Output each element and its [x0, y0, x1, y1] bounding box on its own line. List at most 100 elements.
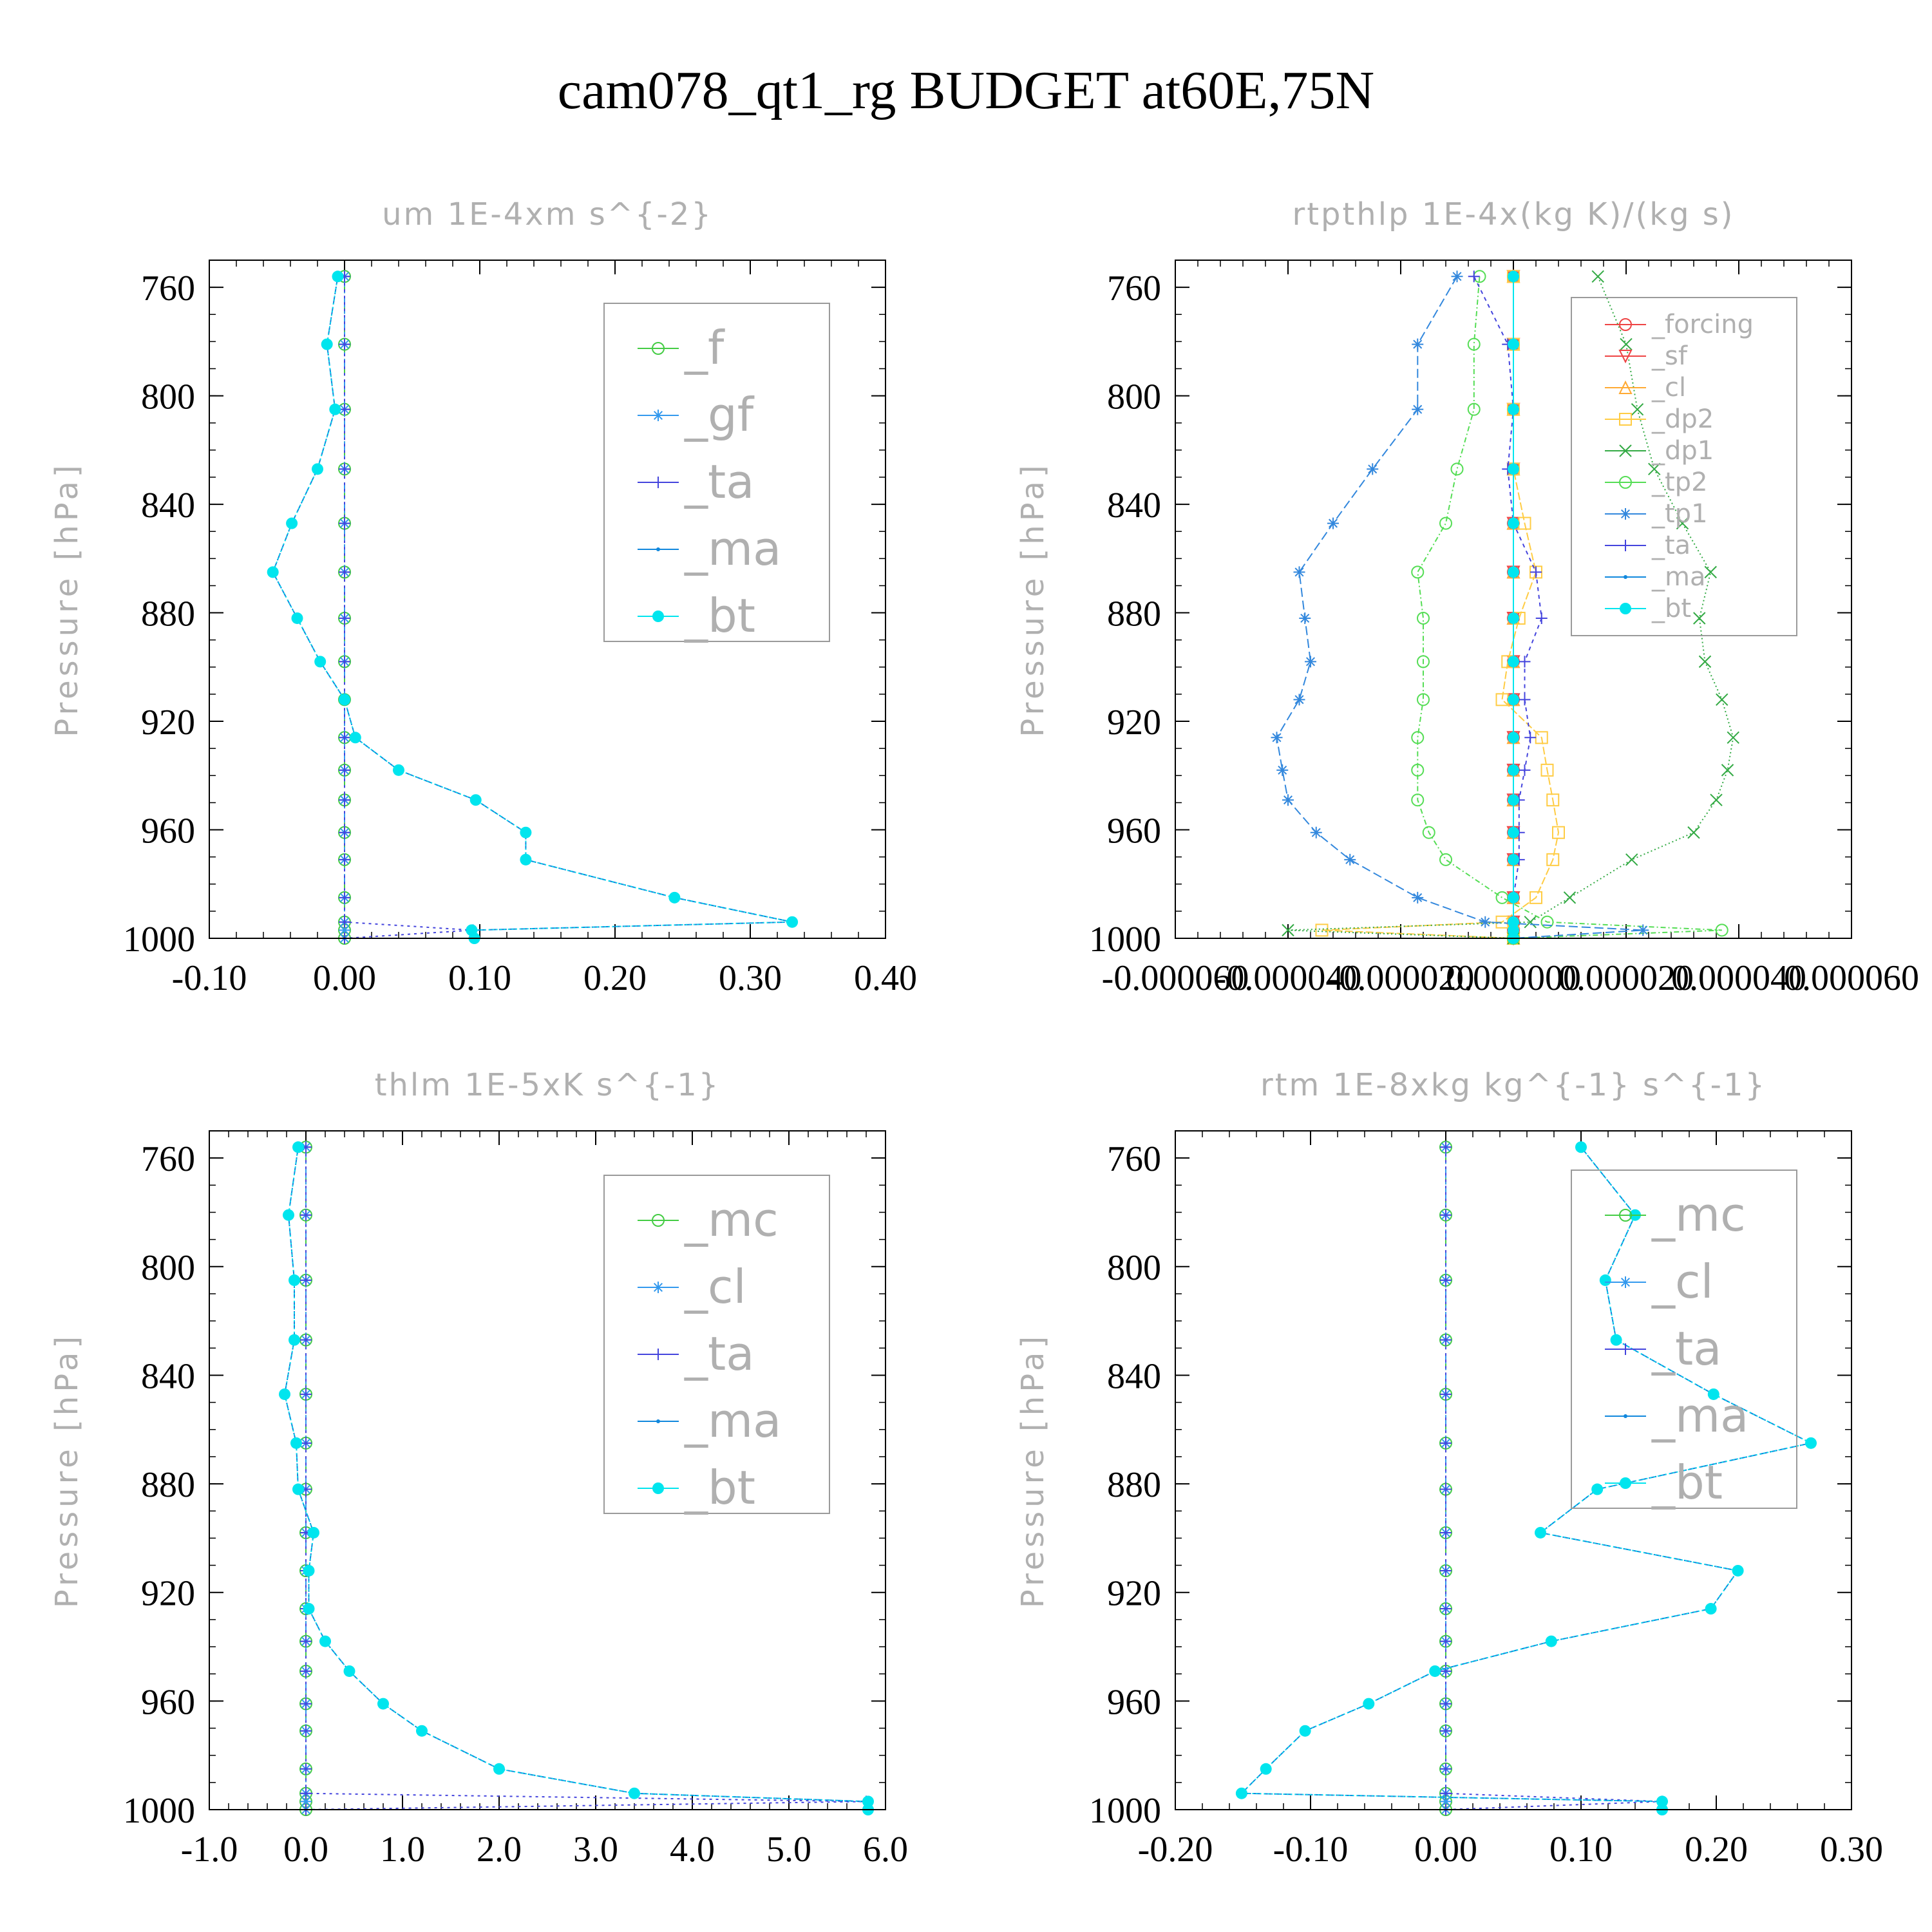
x-tick-label: 0.0: [283, 1830, 328, 1870]
data-point: [1707, 1388, 1719, 1400]
legend-marker: [652, 1349, 664, 1360]
data-point: [339, 826, 350, 838]
data-point: [1508, 826, 1519, 838]
legend-marker: [1619, 444, 1632, 457]
data-point: [300, 1787, 312, 1799]
data-point: [279, 1388, 290, 1400]
data-point: [1411, 731, 1425, 744]
data-point: [1344, 853, 1356, 866]
data-point: [668, 891, 681, 904]
data-point: [1495, 891, 1509, 904]
series-bt: [279, 1141, 874, 1815]
data-point: [1508, 566, 1519, 578]
data-point: [1530, 566, 1542, 578]
data-point: [300, 1209, 312, 1221]
panels: um 1E-4xm s^{-2}Pressure [hPa]-0.10 0.00 0…: [49, 196, 1919, 1870]
legend-label: _ma: [684, 1394, 781, 1448]
data-point: [312, 463, 323, 475]
data-point: [1508, 270, 1519, 283]
x-tick-label: 0.000020: [1558, 958, 1694, 998]
y-tick-label: 760: [1107, 269, 1161, 308]
x-tick-label: 3.0: [573, 1830, 618, 1870]
legend-marker: [1620, 540, 1631, 551]
data-point: [314, 656, 327, 668]
data-point: [1545, 1635, 1557, 1647]
data-point: [286, 517, 298, 529]
data-point: [1805, 1437, 1817, 1449]
x-tick-label: 0.20: [583, 958, 647, 998]
plot-frame: [1175, 260, 1852, 939]
data-point: [520, 853, 532, 866]
legend-label: _dp1: [1651, 436, 1714, 466]
chart-panel: rtpthlp 1E-4x(kg K)/(kg s) Pressure [hPa]…: [1015, 196, 1919, 998]
data-point: [1508, 794, 1519, 806]
y-tick-label: 760: [141, 1139, 195, 1179]
data-point: [339, 338, 350, 350]
data-point: [1716, 693, 1728, 706]
data-point: [1282, 794, 1294, 806]
data-point: [1687, 826, 1700, 839]
series-bt: [1508, 270, 1519, 944]
legend-marker: [652, 611, 664, 622]
x-tick-label: 0.000000: [1446, 958, 1581, 998]
legend-label: _mc: [684, 1193, 779, 1247]
x-tick-label: -0.10: [172, 958, 247, 998]
legend-box: [603, 303, 830, 642]
series-ta: [300, 1141, 872, 1815]
series-line: [283, 1147, 869, 1810]
data-point: [300, 1795, 312, 1808]
y-tick-label: 1000: [1089, 1791, 1161, 1831]
chart-panel: rtm 1E-8xkg kg^{-1} s^{-1} Pressure [hPa]…: [1015, 1067, 1883, 1870]
legend-box: [1571, 1170, 1797, 1509]
data-point: [329, 403, 341, 415]
legend-marker: [1618, 350, 1633, 364]
data-point: [1508, 891, 1519, 904]
figure-title: cam078_qt1_rg BUDGET at60E,75N: [558, 61, 1374, 120]
series-line: [1287, 276, 1734, 939]
data-point: [339, 463, 350, 475]
legend-label: _cl: [1651, 1255, 1714, 1309]
data-point: [1710, 793, 1723, 806]
legend: _mc _cl _ta _ma _bt: [1571, 1170, 1797, 1510]
data-point: [1422, 826, 1435, 839]
data-point: [1440, 1437, 1452, 1449]
data-point: [1310, 826, 1322, 838]
data-point: [1563, 891, 1577, 904]
data-point: [1535, 1526, 1546, 1539]
legend-marker: [1618, 380, 1633, 394]
y-axis-label: Pressure [hPa]: [1015, 1332, 1051, 1608]
y-tick-label: 1000: [123, 920, 195, 960]
legend-label: _f: [684, 321, 725, 375]
data-point: [1411, 763, 1425, 777]
legend-marker: [652, 1482, 664, 1494]
data-point: [1575, 1141, 1587, 1153]
data-point: [1439, 853, 1452, 866]
data-point: [1508, 403, 1519, 415]
data-point: [1698, 655, 1712, 668]
data-point: [332, 270, 344, 283]
data-point: [1293, 694, 1305, 706]
data-point: [1429, 1665, 1441, 1677]
data-point: [1676, 516, 1689, 530]
legend-label: _bt: [684, 589, 755, 643]
x-tick-label: 6.0: [863, 1830, 908, 1870]
data-point: [300, 1763, 312, 1775]
data-point: [339, 891, 350, 904]
legend-marker: [1619, 476, 1632, 489]
legend-marker: [652, 1214, 665, 1227]
data-point: [1508, 916, 1519, 928]
legend-label: _ta: [1651, 1321, 1721, 1376]
series-line: [1240, 1146, 1813, 1810]
data-point: [416, 1725, 428, 1737]
legend-box: [1571, 297, 1797, 636]
legend-label: _tp1: [1651, 499, 1708, 529]
legend-marker: [1620, 1276, 1631, 1288]
series-dp1: [1282, 270, 1739, 945]
data-point: [1535, 612, 1548, 624]
chart-panel: thlm 1E-5xK s^{-1} Pressure [hPa] -1.0 0.0 1…: [49, 1067, 908, 1870]
data-point: [300, 1334, 312, 1346]
data-point: [1440, 1526, 1452, 1539]
x-tick-label: -0.000020: [1327, 958, 1475, 998]
data-point: [1411, 565, 1425, 579]
